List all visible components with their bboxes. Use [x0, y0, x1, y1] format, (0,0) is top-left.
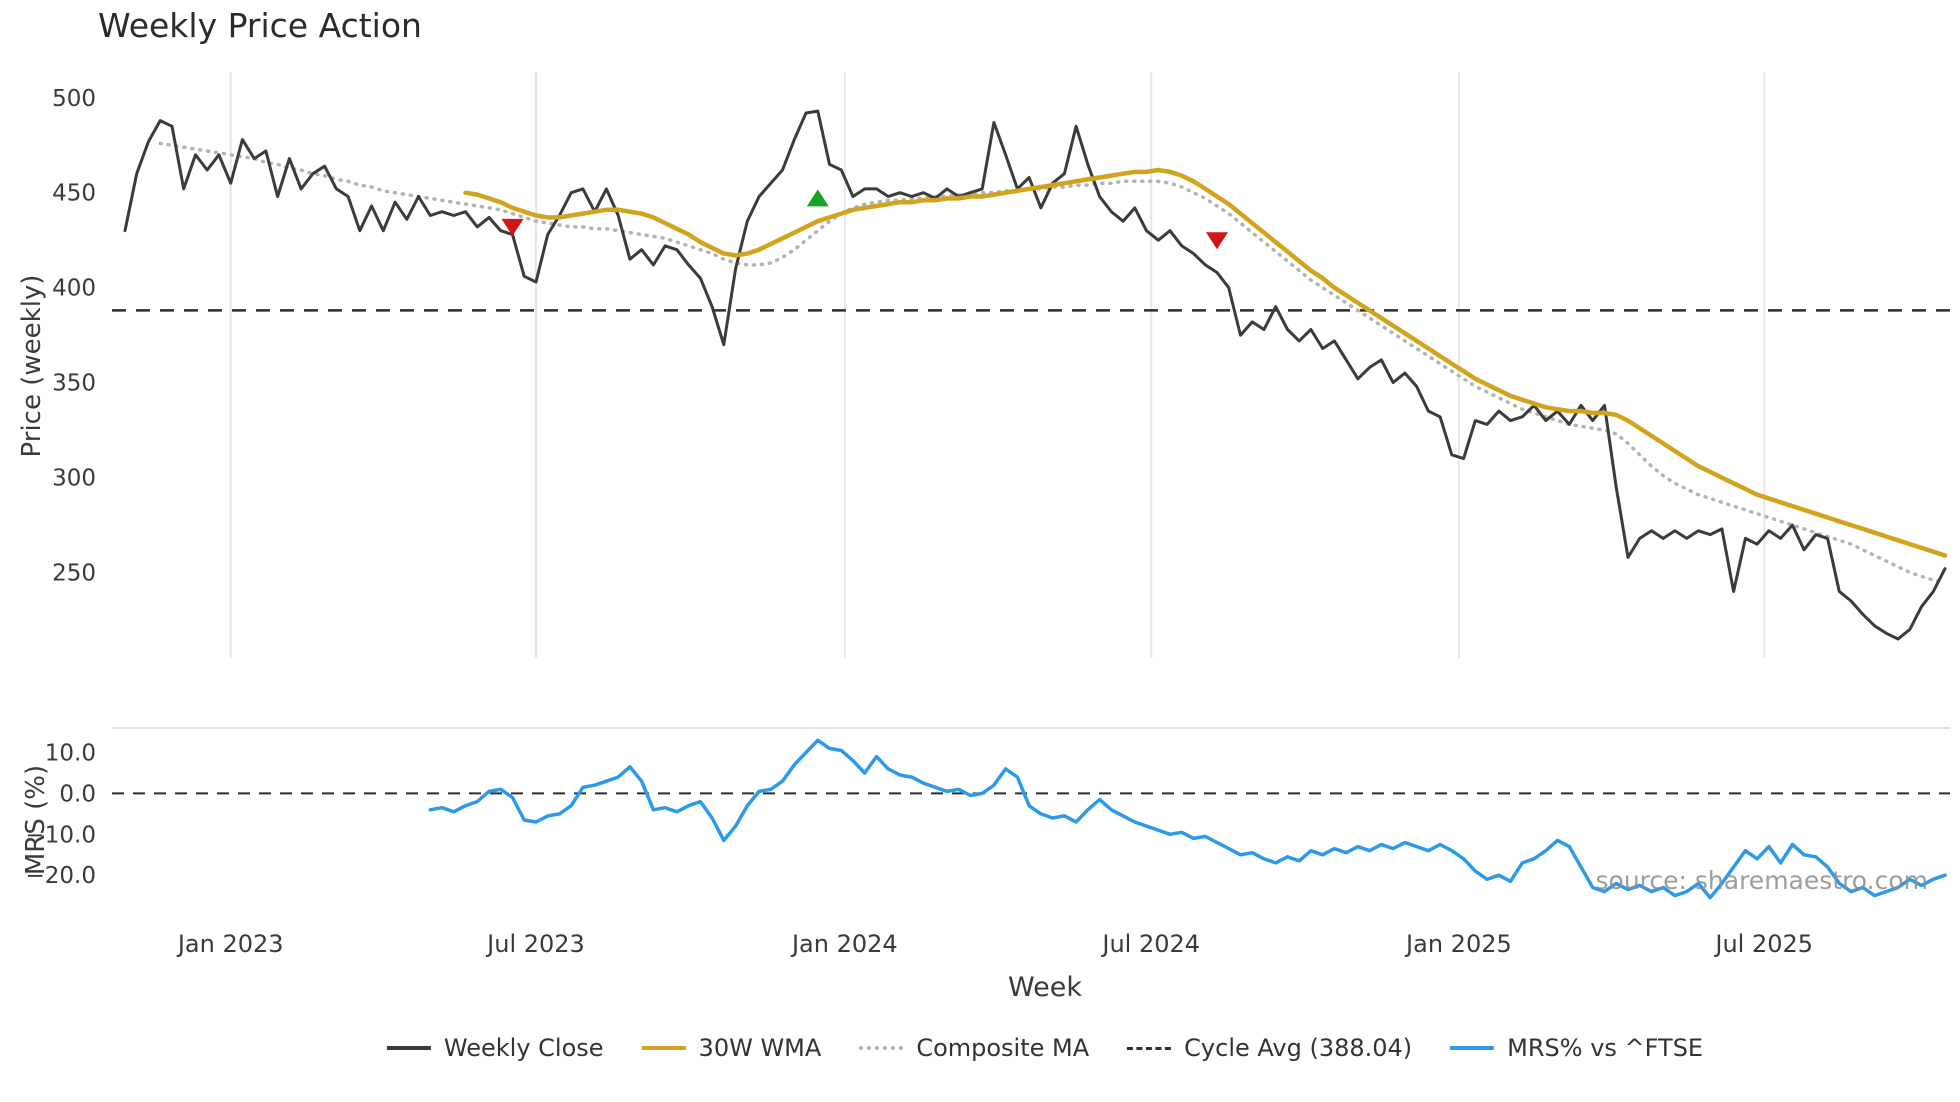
y-tick-label: 350 [52, 371, 96, 397]
legend-label: 30W WMA [698, 1034, 822, 1062]
mrs-axis-label: MRS (%) [21, 764, 51, 876]
mrs-vs-ftse-line [428, 738, 1947, 900]
cycle-avg-swatch-icon [1127, 1046, 1172, 1050]
legend-item-weekly-close: Weekly Close [386, 1034, 604, 1062]
triangle-down-signal-marker [501, 218, 524, 236]
x-tick-label: Jul 2023 [485, 930, 585, 958]
legend-item-composite-ma: Composite MA [859, 1034, 1089, 1062]
composite-ma-swatch-icon [859, 1046, 904, 1050]
legend-label: Cycle Avg (388.04) [1184, 1034, 1413, 1062]
legend-item-30w-wma: 30W WMA [641, 1034, 822, 1062]
y-tick-label: −20.0 [26, 863, 96, 889]
wma-swatch-icon [641, 1046, 686, 1050]
x-axis-label: Week [1008, 972, 1082, 1003]
y-tick-label: 450 [52, 181, 96, 207]
legend-item-cycle-avg: Cycle Avg (388.04) [1127, 1034, 1412, 1062]
mrs-swatch-icon [1450, 1046, 1495, 1050]
y-tick-label: 0.0 [59, 781, 96, 807]
price-axis-label: Price (weekly) [17, 274, 47, 458]
y-tick-label: 10.0 [45, 741, 96, 767]
x-tick-label: Jul 2025 [1713, 930, 1813, 958]
x-tick-label: Jan 2025 [1404, 930, 1512, 958]
y-tick-label: −10.0 [26, 822, 96, 848]
x-tick-label: Jan 2024 [790, 930, 898, 958]
weekly-close-swatch-icon [386, 1046, 431, 1050]
y-tick-label: 500 [52, 86, 96, 112]
legend-label: Composite MA [916, 1034, 1090, 1062]
triangle-up-signal-marker [806, 189, 829, 207]
30w-wma-line [463, 167, 1948, 558]
triangle-down-signal-marker [1206, 232, 1228, 250]
legend: Weekly Close 30W WMA Composite MA Cycle … [386, 1034, 1703, 1062]
weekly-close-line [123, 109, 1947, 641]
legend-label: MRS% vs ^FTSE [1507, 1034, 1704, 1062]
legend-label: Weekly Close [443, 1034, 604, 1062]
legend-item-mrs: MRS% vs ^FTSE [1450, 1034, 1703, 1062]
y-tick-label: 250 [52, 561, 96, 587]
x-tick-label: Jan 2023 [176, 930, 284, 958]
source-watermark: source: sharemaestro.com [1595, 866, 1929, 895]
y-tick-label: 300 [52, 466, 96, 492]
y-tick-label: 400 [52, 276, 96, 302]
chart-title: Weekly Price Action [98, 6, 422, 45]
x-tick-label: Jul 2024 [1100, 930, 1200, 958]
